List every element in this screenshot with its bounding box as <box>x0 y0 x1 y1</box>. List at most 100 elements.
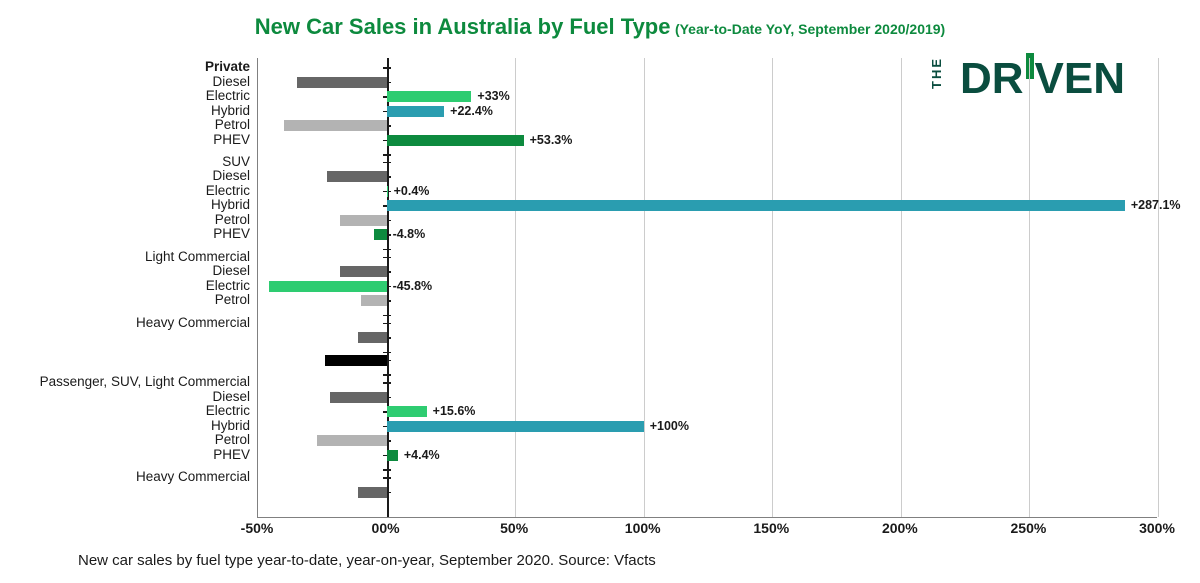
bar-row: Diesel <box>258 392 1158 403</box>
row-label: SUV <box>10 154 250 169</box>
row-label: Hybrid <box>10 197 250 212</box>
bar-row: PHEV-4.8% <box>258 229 1158 240</box>
bar-row: Heavy Commercial <box>258 472 1158 483</box>
row-label: Light Commercial <box>10 249 250 264</box>
x-tick-label: 00% <box>346 520 426 536</box>
x-tick-label: 50% <box>474 520 554 536</box>
zero-tick <box>383 477 391 479</box>
row-label: Electric <box>10 403 250 418</box>
bar-row: Diesel <box>258 171 1158 182</box>
zero-tick <box>383 323 391 325</box>
bar <box>387 200 1125 211</box>
bar-chart: Private Diesel Electric+33% Hybrid+22.4% Pet… <box>257 58 1157 518</box>
bar-row: Petrol <box>258 295 1158 306</box>
row-label: Hybrid <box>10 418 250 433</box>
row-label: Diesel <box>10 389 250 404</box>
bar <box>284 120 387 131</box>
row-label: Diesel <box>10 263 250 278</box>
chart-caption: New car sales by fuel type year-to-date,… <box>78 552 656 569</box>
bar-row: Diesel <box>258 77 1158 88</box>
zero-tick <box>383 67 391 69</box>
bar-row: Light Commercial <box>258 252 1158 263</box>
bar-row: Electric+15.6% <box>258 406 1158 417</box>
zero-tick <box>383 374 391 376</box>
plot-area: Private Diesel Electric+33% Hybrid+22.4% Pet… <box>257 58 1157 518</box>
bar-row: Hybrid+287.1% <box>258 200 1158 211</box>
row-label: Petrol <box>10 117 250 132</box>
bar-value-label: +15.6% <box>433 404 476 418</box>
row-label: Passenger, SUV, Light Commercial <box>10 374 250 389</box>
row-label: Diesel <box>10 74 250 89</box>
zero-tick <box>383 382 391 384</box>
bar-row: Petrol <box>258 120 1158 131</box>
row-label: PHEV <box>10 226 250 241</box>
bar <box>387 91 472 102</box>
bar-row: Petrol <box>258 215 1158 226</box>
bar <box>269 281 387 292</box>
bar-row: PHEV+4.4% <box>258 450 1158 461</box>
bar-value-label: +0.4% <box>394 184 430 198</box>
row-label: Petrol <box>10 432 250 447</box>
bar-row: Heavy Commercial <box>258 318 1158 329</box>
zero-tick <box>383 154 391 156</box>
bar-row: Electric-45.8% <box>258 281 1158 292</box>
bar <box>361 295 387 306</box>
x-tick-label: -50% <box>217 520 297 536</box>
bar-row: Hybrid+22.4% <box>258 106 1158 117</box>
bar-value-label: +4.4% <box>404 448 440 462</box>
bar <box>297 77 387 88</box>
zero-tick <box>383 257 391 259</box>
bar <box>387 450 398 461</box>
x-tick-label: 200% <box>860 520 940 536</box>
title-main: New Car Sales in Australia by Fuel Type <box>255 14 671 39</box>
bar <box>358 487 386 498</box>
x-tick-label: 100% <box>603 520 683 536</box>
bar-row: Hybrid+100% <box>258 421 1158 432</box>
row-label: PHEV <box>10 447 250 462</box>
x-tick-label: 300% <box>1117 520 1197 536</box>
zero-tick <box>383 469 391 471</box>
bar-row <box>258 332 1158 343</box>
bar <box>387 106 445 117</box>
row-label: Hybrid <box>10 103 250 118</box>
zero-tick <box>383 315 391 317</box>
bar <box>340 266 386 277</box>
zero-tick <box>383 162 391 164</box>
row-label: PHEV <box>10 132 250 147</box>
chart-title: New Car Sales in Australia by Fuel Type … <box>0 14 1200 40</box>
group-header-row: Private <box>258 62 1158 73</box>
x-tick-label: 250% <box>988 520 1068 536</box>
bar-value-label: +22.4% <box>450 104 493 118</box>
group-header-label: Private <box>10 59 250 74</box>
row-label: Electric <box>10 88 250 103</box>
row-label: Diesel <box>10 168 250 183</box>
bar <box>317 435 386 446</box>
bar <box>387 186 388 197</box>
bar <box>327 171 386 182</box>
bar-row: Electric+0.4% <box>258 186 1158 197</box>
bar <box>330 392 387 403</box>
gridline <box>1158 58 1159 517</box>
zero-tick <box>383 352 391 354</box>
bar-row <box>258 355 1158 366</box>
bar <box>340 215 386 226</box>
bar-value-label: +33% <box>477 89 509 103</box>
bar-row: PHEV+53.3% <box>258 135 1158 146</box>
bar-value-label: +287.1% <box>1131 198 1181 212</box>
row-label: Heavy Commercial <box>10 315 250 330</box>
row-label: Electric <box>10 278 250 293</box>
bar <box>374 229 386 240</box>
x-tick-label: 150% <box>731 520 811 536</box>
bar-row <box>258 487 1158 498</box>
zero-tick <box>383 249 391 251</box>
bar-value-label: -4.8% <box>393 227 426 241</box>
bar-row: SUV <box>258 157 1158 168</box>
bar <box>387 421 644 432</box>
bar-row: Electric+33% <box>258 91 1158 102</box>
bar-value-label: -45.8% <box>393 279 433 293</box>
bar-row: Diesel <box>258 266 1158 277</box>
bar <box>358 332 386 343</box>
bar <box>387 135 524 146</box>
bar-value-label: +53.3% <box>530 133 573 147</box>
bar <box>387 406 427 417</box>
